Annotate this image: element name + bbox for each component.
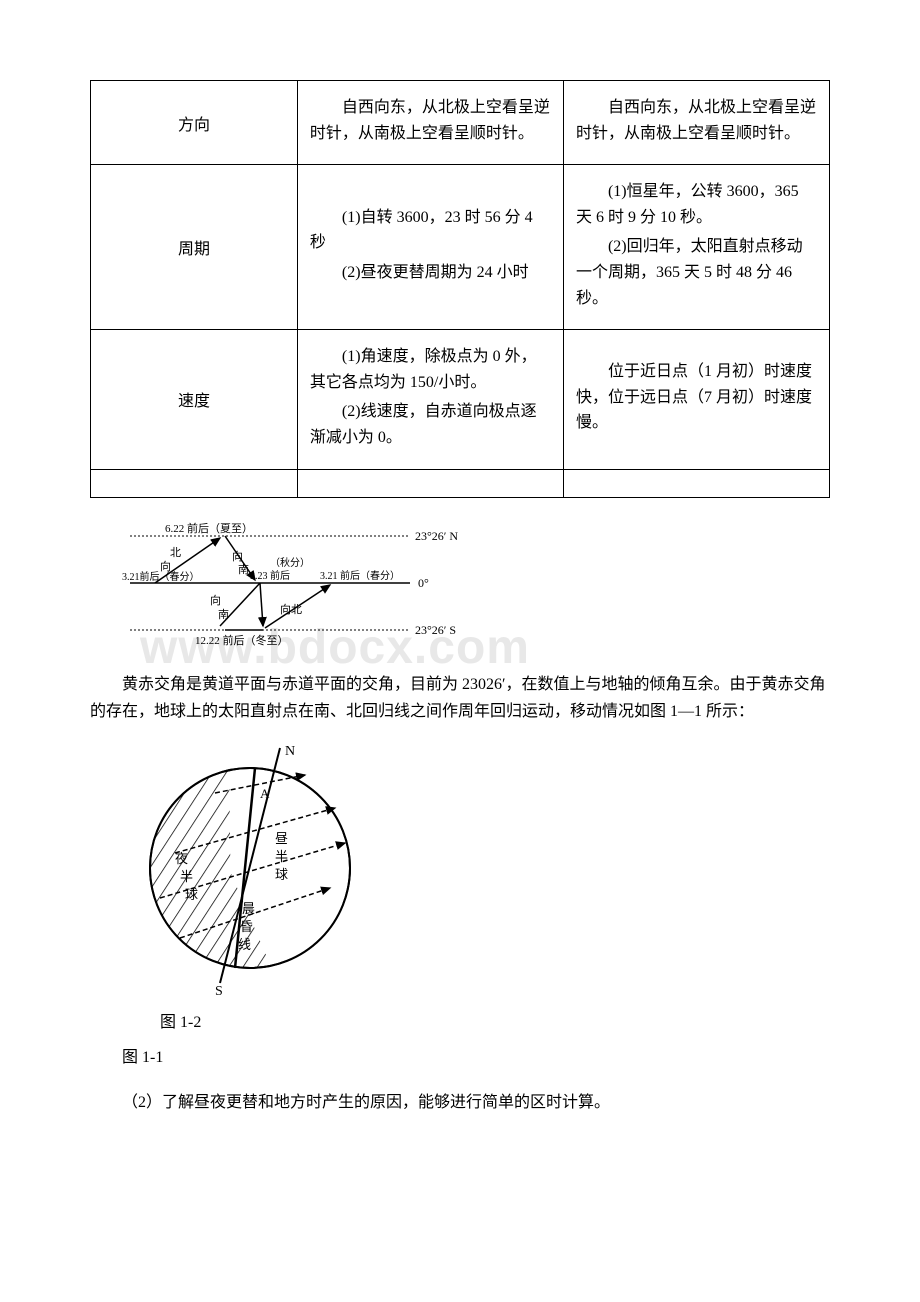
cell-text: (2)回归年，太阳直射点移动一个周期，365 天 5 时 48 分 46 秒。 [576, 234, 817, 311]
equator-label: 0° [418, 576, 429, 590]
comparison-table: 方向 自西向东，从北极上空看呈逆时针，从南极上空看呈顺时针。 自西向东，从北极上… [90, 80, 830, 498]
spring-eq-label: 3.21前后（春分） [122, 570, 200, 583]
dir-label: 向 [232, 549, 243, 563]
autumn-eq-label: 9.23 前后 [250, 569, 290, 582]
cell-content: 自西向东，从北极上空看呈逆时针，从南极上空看呈顺时针。 [297, 81, 563, 165]
row-label: 速度 [91, 330, 298, 469]
summer-solstice-label: 6.22 前后（夏至） [165, 521, 253, 535]
day-label: 昼 [275, 831, 288, 846]
night-label: 球 [185, 887, 198, 902]
terminator-label: 晨 [242, 901, 255, 916]
row-label: 方向 [91, 81, 298, 165]
dir-label: 南 [238, 563, 249, 576]
dir-label: 北 [170, 546, 181, 559]
night-label: 夜 [175, 851, 188, 866]
point-a-label: A [260, 786, 270, 801]
table-row [91, 469, 830, 497]
empty-cell [563, 469, 829, 497]
day-label: 球 [275, 867, 288, 882]
night-label: 半 [180, 869, 193, 884]
autumn-label: （秋分） [270, 556, 310, 569]
tropic-s-label: 23°26′ S [415, 623, 456, 637]
n-label: N [285, 744, 295, 759]
cell-text: (1)自转 3600，23 时 56 分 4 秒 [310, 205, 551, 256]
cell-text: (2)线速度，自赤道向极点逐渐减小为 0。 [310, 399, 551, 450]
dir-label: 向 [210, 593, 221, 607]
empty-cell [91, 469, 298, 497]
table-row: 周期 (1)自转 3600，23 时 56 分 4 秒 (2)昼夜更替周期为 2… [91, 165, 830, 330]
cell-text: (1)恒星年，公转 3600，365 天 6 时 9 分 10 秒。 [576, 179, 817, 230]
cell-text: 自西向东，从北极上空看呈逆时针，从南极上空看呈顺时针。 [576, 95, 817, 146]
cell-content: 位于近日点（1 月初）时速度快，位于远日点（7 月初）时速度慢。 [563, 330, 829, 469]
cell-content: (1)角速度，除极点为 0 外，其它各点均为 150/小时。 (2)线速度，自赤… [297, 330, 563, 469]
cell-text: (1)角速度，除极点为 0 外，其它各点均为 150/小时。 [310, 344, 551, 395]
cell-content: (1)恒星年，公转 3600，365 天 6 时 9 分 10 秒。 (2)回归… [563, 165, 829, 330]
paragraph: 黄赤交角是黄道平面与赤道平面的交角，目前为 23026′，在数值上与地轴的倾角互… [90, 671, 830, 725]
s-label: S [215, 984, 223, 999]
paragraph: （2）了解昼夜更替和地方时产生的原因，能够进行简单的区时计算。 [90, 1089, 830, 1116]
row-label: 周期 [91, 165, 298, 330]
cell-content: (1)自转 3600，23 时 56 分 4 秒 (2)昼夜更替周期为 24 小… [297, 165, 563, 330]
terminator-label: 昏 [240, 919, 253, 934]
cell-text: 自西向东，从北极上空看呈逆时针，从南极上空看呈顺时针。 [310, 95, 551, 146]
day-night-diagram: N S A 夜 半 球 昼 半 球 晨 昏 线 图 1-2 [120, 743, 830, 1032]
dir-label: 向北 [280, 602, 302, 616]
dir-label: 南 [218, 608, 229, 621]
empty-cell [297, 469, 563, 497]
cell-content: 自西向东，从北极上空看呈逆时针，从南极上空看呈顺时针。 [563, 81, 829, 165]
cell-text: 位于近日点（1 月初）时速度快，位于远日点（7 月初）时速度慢。 [576, 359, 817, 436]
figure-1-2-label: 图 1-2 [160, 1008, 830, 1032]
cell-text: (2)昼夜更替周期为 24 小时 [310, 260, 551, 286]
figure-1-1-caption: 图 1-1 [90, 1044, 830, 1071]
table-row: 方向 自西向东，从北极上空看呈逆时针，从南极上空看呈顺时针。 自西向东，从北极上… [91, 81, 830, 165]
winter-solstice-label: 12.22 前后（冬至） [195, 633, 289, 647]
dir-label: 向 [160, 559, 171, 573]
solar-declination-diagram: 23°26′ N 6.22 前后（夏至） 0° 23°26′ S 12.22 前… [120, 518, 830, 653]
spring-eq-right-label: 3.21 前后（春分） [320, 569, 400, 582]
terminator-label: 线 [238, 937, 251, 952]
day-label: 半 [275, 849, 288, 864]
table-row: 速度 (1)角速度，除极点为 0 外，其它各点均为 150/小时。 (2)线速度… [91, 330, 830, 469]
tropic-n-label: 23°26′ N [415, 529, 458, 543]
